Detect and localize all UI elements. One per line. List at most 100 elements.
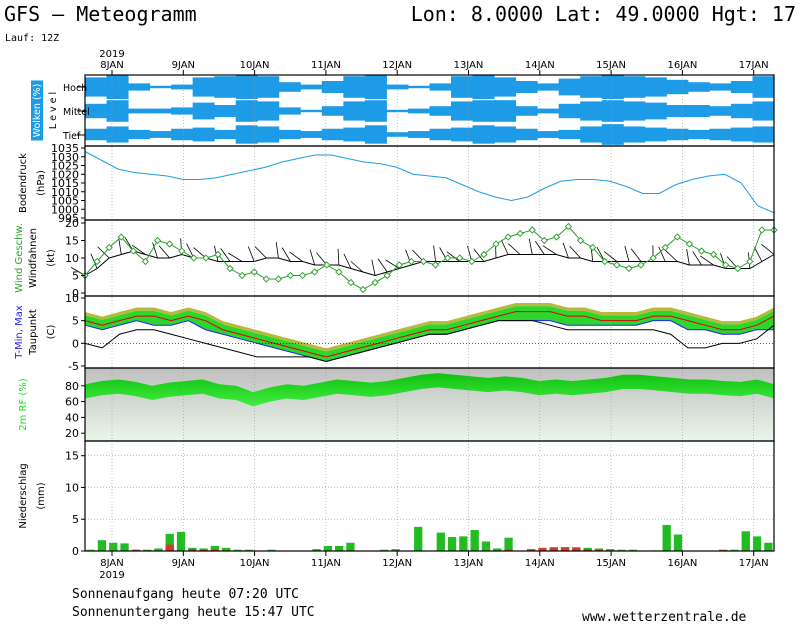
rh-area	[85, 373, 774, 407]
precip-bar	[628, 549, 637, 551]
cloud-cell	[235, 100, 258, 122]
precip-bar-red	[719, 549, 728, 551]
wind-barb	[350, 261, 364, 273]
rh-tick-label: 20	[65, 427, 79, 440]
cloud-cell	[752, 101, 775, 121]
precip-bar	[97, 540, 107, 551]
cloud-cell	[257, 126, 280, 143]
pressure-tick-label: 1020	[51, 168, 79, 181]
wind-speed-point	[298, 271, 307, 280]
precip-bar-red	[572, 547, 581, 551]
precip-bar	[504, 537, 513, 551]
precip-bar	[233, 549, 242, 551]
wind-tick-label: 10	[65, 252, 79, 265]
cloud-cell	[407, 85, 430, 89]
wind-tick-label: 20	[65, 217, 79, 230]
cloud-cell	[515, 106, 538, 116]
day-label-top: 8JAN	[100, 60, 123, 71]
rh-ylabel-group: 2m RF (%)	[18, 378, 29, 431]
cloud-cell	[558, 78, 581, 96]
cloud-cell	[149, 131, 172, 138]
website-link[interactable]: www.wetterzentrale.de	[582, 610, 747, 625]
wind-ylabel: Wind Geschw.	[14, 223, 25, 293]
cloud-cell	[149, 108, 172, 114]
cloud-cell	[644, 102, 667, 120]
precip-bar	[752, 536, 762, 551]
wind-barb	[446, 251, 460, 262]
cloud-cell	[364, 75, 387, 99]
wind-speed-point	[153, 236, 162, 245]
wind-speed-point	[419, 257, 428, 266]
cloud-cell	[666, 128, 689, 141]
wind-speed-point	[673, 233, 681, 241]
wind-speed-point	[274, 275, 283, 283]
cloud-ylabel: Wolken (%)	[32, 84, 43, 138]
precip-bar	[673, 534, 683, 551]
wind-speed-point	[589, 243, 597, 252]
day-label-bottom: 10JAN	[240, 558, 270, 569]
cloud-cell	[623, 101, 646, 121]
wind-speed-point	[286, 271, 295, 280]
cloud-cell	[752, 76, 775, 98]
precip-bar	[176, 531, 186, 551]
year-label-top: 2019	[99, 49, 124, 60]
precip-bar	[447, 537, 457, 551]
temp-tick-label: -5	[68, 360, 79, 373]
wind-speed-point	[734, 264, 742, 273]
precip-bar-red	[594, 549, 604, 551]
precip-bar	[470, 530, 479, 551]
cloud-level-label: Hoch	[63, 83, 87, 94]
wind-barb	[158, 245, 170, 259]
day-label-top: 12JAN	[382, 60, 412, 71]
wind-speed-point	[528, 226, 536, 234]
wind-speed-point	[564, 222, 573, 231]
wind-speed-point	[262, 275, 270, 283]
precip-bar	[109, 542, 118, 551]
wind-barb	[343, 253, 352, 269]
cloud-cell	[580, 101, 603, 121]
cloud-cell	[364, 125, 387, 144]
precip-bar	[267, 549, 276, 551]
cloud-cell	[278, 82, 301, 92]
wind-speed-point	[697, 247, 706, 255]
wind-speed-point	[625, 264, 633, 273]
day-label-top: 16JAN	[667, 60, 697, 71]
wind-speed-point	[226, 264, 234, 273]
wind-speed-point	[661, 243, 669, 252]
cloud-cell	[451, 76, 474, 98]
precip-bar-red	[131, 549, 140, 551]
wind-barb	[700, 255, 714, 266]
wind-barb	[603, 251, 618, 262]
precip-bar-red	[504, 549, 513, 551]
precip-tick-label: 0	[72, 545, 79, 558]
precip-bar	[617, 549, 626, 551]
pressure-ylabel: Bodendruck	[18, 153, 29, 213]
wind-speed-point	[214, 250, 222, 259]
precip-bar-red	[210, 549, 220, 551]
wind-barb	[70, 267, 86, 276]
wind-barb	[193, 247, 207, 259]
wind-speed-point	[480, 250, 488, 259]
pressure-ylabel-group: Bodendruck	[18, 153, 29, 213]
day-label-bottom: 17JAN	[739, 558, 769, 569]
wind-barb	[596, 247, 606, 262]
precip-bar-red	[583, 549, 592, 551]
pressure-tick-label: 1015	[51, 177, 79, 190]
cloud-cell	[149, 85, 172, 89]
wind-speed-point	[202, 254, 210, 262]
cloud-cell	[321, 128, 344, 141]
wind-speed-point	[746, 257, 754, 266]
rh-ylabel: 2m RF (%)	[18, 378, 29, 431]
cloud-cell	[666, 79, 689, 95]
cloud-cell	[494, 100, 517, 122]
precip-bar-red	[165, 544, 174, 551]
precip-bar	[86, 549, 95, 551]
cloud-cell	[580, 76, 603, 98]
wind-speed-point	[238, 271, 246, 280]
cloud-cell	[515, 81, 538, 93]
cloud-cell	[451, 127, 474, 142]
temp-band-top	[85, 302, 774, 352]
cloud-cell	[321, 81, 344, 93]
cloud-cell	[580, 126, 603, 143]
pressure-tick-label: 1030	[51, 151, 79, 164]
